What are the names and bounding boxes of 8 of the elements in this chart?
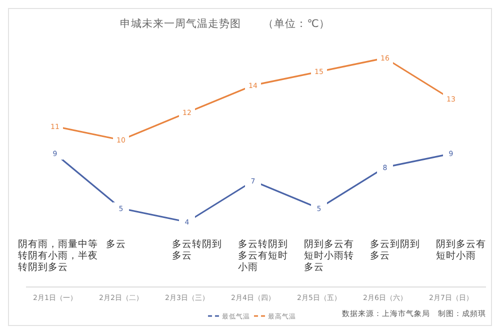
text: 阴到多云有短时小雨转多云 <box>304 238 354 273</box>
text: 多云转阴到多云 <box>172 238 222 262</box>
text: 阴有雨，雨量中等转阴有小雨，半夜转阴到多云 <box>18 238 98 273</box>
text: 多云转阴到多云有短时小雨 <box>238 238 288 273</box>
chart-title: 申城未来一周气温走势图 （单位：℃） <box>120 17 330 30</box>
text: 多云到阴到多云 <box>370 238 420 262</box>
text: 多云 <box>106 238 126 250</box>
text: 阴到多云有短时小雨 <box>436 238 486 262</box>
